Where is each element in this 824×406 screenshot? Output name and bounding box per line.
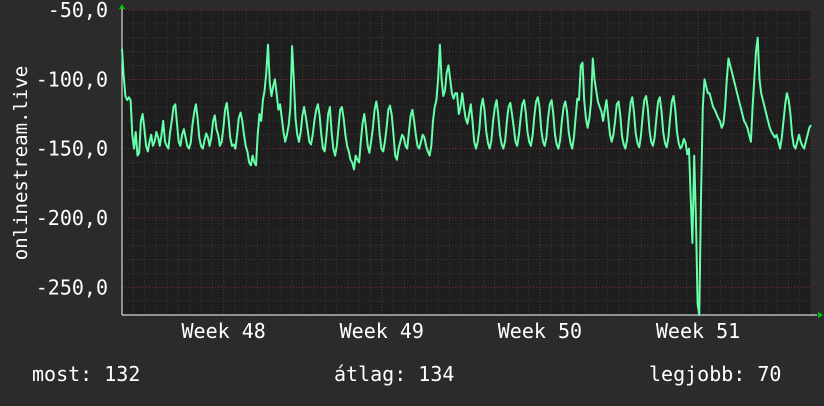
y-tick-label: -150,0 <box>36 137 108 161</box>
y-axis-arrow <box>119 4 125 9</box>
footer-current: most: 132 <box>32 362 141 386</box>
y-tick-label: -200,0 <box>36 206 108 230</box>
y-tick-label: -100,0 <box>36 67 108 91</box>
footer-best: legjobb: 70 <box>649 362 782 386</box>
x-tick-label: Week 48 <box>182 319 266 343</box>
y-axis-label: onlinestream.live <box>10 65 32 261</box>
x-tick-label: Week 50 <box>498 319 582 343</box>
x-tick-label: Week 49 <box>340 319 424 343</box>
y-tick-label: -50,0 <box>48 0 108 22</box>
y-tick-labels: -50,0 -100,0 -150,0 -200,0 -250,0 <box>36 0 108 299</box>
x-tick-labels: Week 48 Week 49 Week 50 Week 51 <box>182 319 741 343</box>
x-tick-label: Week 51 <box>656 319 740 343</box>
y-tick-label: -250,0 <box>36 275 108 299</box>
footer-average: átlag: 134 <box>334 362 455 386</box>
grid-major <box>122 9 811 315</box>
series-line-0 <box>121 36 812 316</box>
x-axis-arrow <box>818 312 823 318</box>
